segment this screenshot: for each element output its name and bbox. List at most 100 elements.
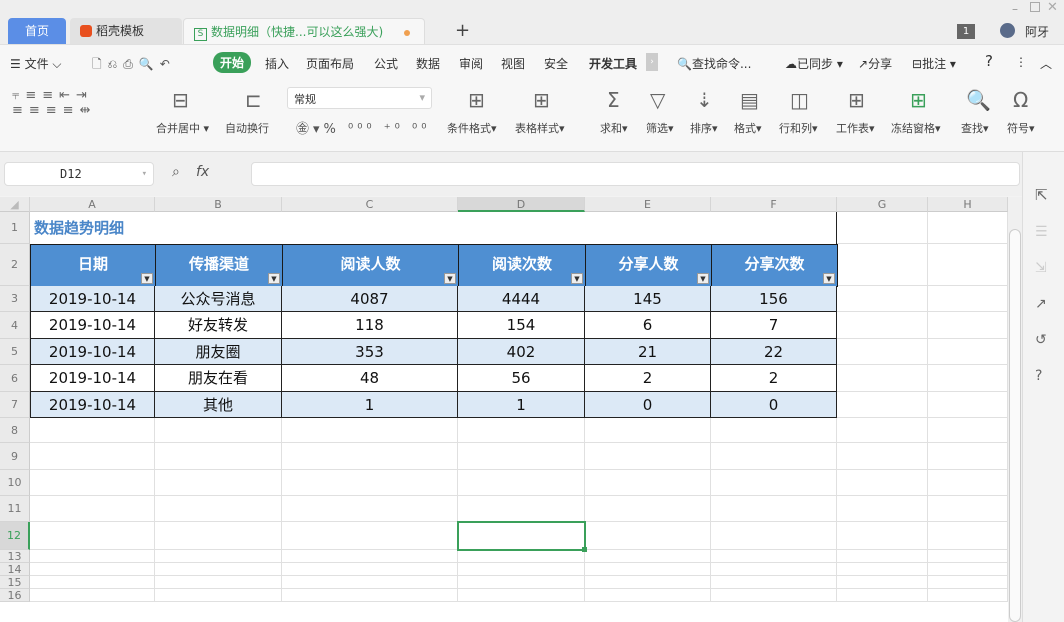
row-header-9[interactable]: 9 <box>0 443 30 470</box>
grid-cell[interactable] <box>837 470 928 496</box>
scrollbar-thumb[interactable] <box>1009 229 1021 622</box>
menu-tab-security[interactable]: 安全 <box>544 57 569 71</box>
selected-cell-D12[interactable] <box>457 521 586 551</box>
menu-tab-data[interactable]: 数据 <box>416 57 441 71</box>
grid-cell[interactable] <box>458 418 585 443</box>
select-cursor-icon[interactable]: ⇱ <box>1035 186 1048 204</box>
close-button[interactable]: ✕ <box>1047 0 1058 15</box>
table-cell[interactable]: 48 <box>282 365 458 392</box>
table-cell[interactable]: 其他 <box>155 392 282 418</box>
minimize-button[interactable]: – <box>1012 2 1018 16</box>
grid-cell[interactable] <box>928 286 1008 312</box>
grid-cell[interactable] <box>928 443 1008 470</box>
grid-cell[interactable] <box>711 418 837 443</box>
number-format-buttons[interactable]: ㊎▾% ⁰⁰⁰ ⁺⁰ ⁰⁰ <box>296 122 431 137</box>
grid-cell[interactable] <box>282 576 458 589</box>
grid-cell[interactable] <box>30 576 155 589</box>
table-cell[interactable]: 6 <box>585 312 711 339</box>
more-icon[interactable]: ⋮ <box>1015 55 1027 69</box>
column-header-B[interactable]: B <box>155 197 282 212</box>
grid-cell[interactable] <box>711 576 837 589</box>
grid-cell[interactable] <box>928 470 1008 496</box>
help-side-icon[interactable]: ? <box>1035 368 1043 384</box>
grid-cell[interactable] <box>282 563 458 576</box>
grid-cell[interactable] <box>928 212 1008 244</box>
sum-button[interactable]: 求和▾ <box>600 122 628 135</box>
column-header-A[interactable]: A <box>30 197 155 212</box>
row-header-2[interactable]: 2 <box>0 244 30 286</box>
table-cell[interactable]: 朋友圈 <box>155 339 282 365</box>
table-cell[interactable]: 2019-10-14 <box>30 312 155 339</box>
grid-cell[interactable] <box>458 563 585 576</box>
grid-cell[interactable] <box>30 563 155 576</box>
table-header-cell[interactable]: 阅读次数 ▼ <box>458 244 586 287</box>
grid-cell[interactable] <box>837 576 928 589</box>
grid-cell[interactable] <box>711 550 837 563</box>
grid-cell[interactable] <box>155 563 282 576</box>
grid-cell[interactable] <box>711 496 837 522</box>
grid-cell[interactable] <box>585 576 711 589</box>
grid-cell[interactable] <box>155 470 282 496</box>
more-tabs-button[interactable]: › <box>646 53 658 71</box>
table-header-cell[interactable]: 日期 ▼ <box>30 244 156 287</box>
filter-button[interactable]: 筛选▾ <box>646 122 674 135</box>
grid-cell[interactable] <box>30 496 155 522</box>
row-header-5[interactable]: 5 <box>0 339 30 365</box>
tab-templates[interactable]: 稻壳模板 <box>70 18 182 44</box>
grid-cell[interactable] <box>30 470 155 496</box>
row-header-15[interactable]: 15 <box>0 576 30 589</box>
menu-tab-formula[interactable]: 公式 <box>374 57 399 71</box>
grid-cell[interactable] <box>837 244 928 286</box>
table-cell[interactable]: 156 <box>711 286 837 312</box>
grid-cell[interactable] <box>928 589 1008 602</box>
grid-cell[interactable] <box>928 576 1008 589</box>
table-cell[interactable]: 0 <box>585 392 711 418</box>
row-header-4[interactable]: 4 <box>0 312 30 339</box>
name-box[interactable]: D12 ▾ <box>4 162 154 186</box>
window-count-badge[interactable]: 1 <box>957 24 975 39</box>
properties-icon[interactable]: ☰ <box>1035 224 1048 240</box>
grid-cell[interactable] <box>711 443 837 470</box>
grid-cell[interactable] <box>837 212 928 244</box>
align-buttons[interactable]: ⫧≡≡⇤⇥ ≡≡≡≡⇹ <box>12 88 97 118</box>
worksheet-button[interactable]: 工作表▾ <box>836 122 875 135</box>
table-cell[interactable]: 2019-10-14 <box>30 339 155 365</box>
grid-cell[interactable] <box>837 418 928 443</box>
grid-cell[interactable] <box>282 522 458 550</box>
maximize-button[interactable] <box>1030 2 1040 12</box>
grid-cell[interactable] <box>282 470 458 496</box>
row-header-14[interactable]: 14 <box>0 563 30 576</box>
table-cell[interactable]: 1 <box>458 392 585 418</box>
grid-cell[interactable] <box>711 470 837 496</box>
row-header-6[interactable]: 6 <box>0 365 30 392</box>
filter-dropdown-icon[interactable]: ▼ <box>697 273 709 284</box>
grid-cell[interactable] <box>155 589 282 602</box>
grid-cell[interactable] <box>928 550 1008 563</box>
table-cell[interactable]: 7 <box>711 312 837 339</box>
filter-dropdown-icon[interactable]: ▼ <box>141 273 153 284</box>
column-header-H[interactable]: H <box>928 197 1008 212</box>
grid-cell[interactable] <box>837 563 928 576</box>
grid-cell[interactable] <box>928 496 1008 522</box>
share-button[interactable]: ↗分享 <box>858 57 893 71</box>
grid-cell[interactable] <box>585 418 711 443</box>
column-header-E[interactable]: E <box>585 197 711 212</box>
grid-cell[interactable] <box>928 312 1008 339</box>
grid-cell[interactable] <box>928 563 1008 576</box>
wrap-text-button[interactable]: 自动换行 <box>225 122 269 135</box>
grid-cell[interactable] <box>837 522 928 550</box>
grid-cell[interactable] <box>30 550 155 563</box>
grid-cell[interactable] <box>282 443 458 470</box>
row-header-1[interactable]: 1 <box>0 212 30 244</box>
grid-cell[interactable] <box>585 443 711 470</box>
fill-handle[interactable] <box>582 547 587 552</box>
table-cell[interactable]: 21 <box>585 339 711 365</box>
table-cell[interactable]: 353 <box>282 339 458 365</box>
grid-cell[interactable] <box>928 244 1008 286</box>
menu-tab-layout[interactable]: 页面布局 <box>306 57 355 71</box>
grid-cell[interactable] <box>928 339 1008 365</box>
grid-cell[interactable] <box>585 563 711 576</box>
grid-cell[interactable] <box>585 470 711 496</box>
table-cell[interactable]: 朋友在看 <box>155 365 282 392</box>
table-cell[interactable]: 145 <box>585 286 711 312</box>
